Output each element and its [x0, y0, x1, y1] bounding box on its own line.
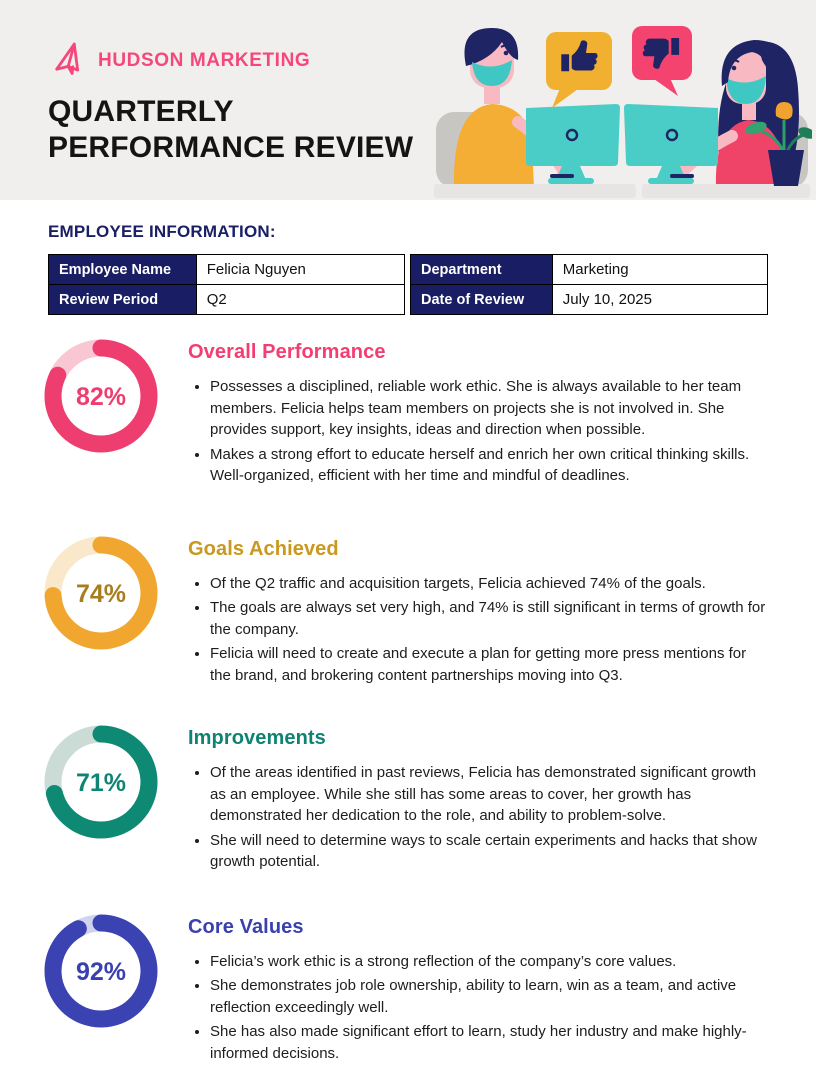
- section-core-values: 92% Core Values Felicia’s work ethic is …: [48, 914, 768, 1067]
- bullet-item: Felicia will need to create and execute …: [210, 643, 768, 686]
- thumbs-down-bubble: [632, 26, 692, 96]
- section-title-overall-performance: Overall Performance: [188, 341, 768, 364]
- monitor-right: [624, 104, 718, 184]
- donut-percent-label: 71%: [76, 769, 126, 797]
- section-title-goals-achieved: Goals Achieved: [188, 538, 768, 561]
- section-title-improvements: Improvements: [188, 727, 768, 750]
- desk-right: [642, 184, 810, 198]
- section-goals-achieved: 74% Goals Achieved Of the Q2 traffic and…: [48, 536, 768, 690]
- bullet-list: Possesses a disciplined, reliable work e…: [188, 376, 768, 487]
- field-label-date-of-review: Date of Review: [411, 285, 553, 315]
- desk-left: [434, 184, 636, 198]
- bullet-item: Of the Q2 traffic and acquisition target…: [210, 573, 768, 595]
- bullet-item: Of the areas identified in past reviews,…: [210, 762, 768, 827]
- field-label-department: Department: [411, 255, 553, 285]
- bullet-list: Of the areas identified in past reviews,…: [188, 762, 768, 873]
- employee-info-heading: EMPLOYEE INFORMATION:: [48, 222, 768, 242]
- section-title-core-values: Core Values: [188, 916, 768, 939]
- donut-chart-core-values: 92%: [44, 914, 158, 1033]
- paper-plane-icon: [48, 42, 88, 80]
- bullet-item: She demonstrates job role ownership, abi…: [210, 975, 768, 1018]
- field-value-employee-name: Felicia Nguyen: [196, 255, 404, 285]
- bullet-item: She will need to determine ways to scale…: [210, 830, 768, 873]
- page-content: EMPLOYEE INFORMATION: Employee Name Feli…: [0, 222, 816, 1067]
- section-overall-performance: 82% Overall Performance Possesses a disc…: [48, 339, 768, 490]
- thumbs-up-bubble: [546, 32, 612, 108]
- bullet-item: Felicia’s work ethic is a strong reflect…: [210, 951, 768, 973]
- brand-name: HUDSON MARKETING: [98, 50, 310, 72]
- office-illustration: [432, 16, 812, 198]
- bullet-item: The goals are always set very high, and …: [210, 597, 768, 640]
- donut-percent-label: 82%: [76, 383, 126, 411]
- field-label-employee-name: Employee Name: [49, 255, 197, 285]
- field-value-department: Marketing: [552, 255, 767, 285]
- page-header: HUDSON MARKETING QUARTERLY PERFORMANCE R…: [0, 0, 816, 200]
- section-improvements: 71% Improvements Of the areas identified…: [48, 725, 768, 876]
- field-label-review-period: Review Period: [49, 285, 197, 315]
- donut-percent-label: 74%: [76, 580, 126, 608]
- field-value-review-period: Q2: [196, 285, 404, 315]
- bullet-list: Felicia’s work ethic is a strong reflect…: [188, 951, 768, 1065]
- donut-chart-goals-achieved: 74%: [44, 536, 158, 655]
- monitor-left: [526, 104, 620, 184]
- donut-chart-improvements: 71%: [44, 725, 158, 844]
- brand: HUDSON MARKETING: [48, 42, 310, 80]
- page-title-line1: QUARTERLY: [48, 94, 413, 130]
- bullet-list: Of the Q2 traffic and acquisition target…: [188, 573, 768, 687]
- bullet-item: Makes a strong effort to educate herself…: [210, 444, 768, 487]
- page-title: QUARTERLY PERFORMANCE REVIEW: [48, 94, 413, 166]
- bullet-item: Possesses a disciplined, reliable work e…: [210, 376, 768, 441]
- bullet-item: She has also made significant effort to …: [210, 1021, 768, 1064]
- keyboard-left: [550, 174, 574, 178]
- page-title-line2: PERFORMANCE REVIEW: [48, 130, 413, 166]
- keyboard-right: [670, 174, 694, 178]
- donut-percent-label: 92%: [76, 958, 126, 986]
- employee-info-table: Employee Name Felicia Nguyen Review Peri…: [48, 254, 768, 315]
- donut-chart-overall-performance: 82%: [44, 339, 158, 458]
- field-value-date-of-review: July 10, 2025: [552, 285, 767, 315]
